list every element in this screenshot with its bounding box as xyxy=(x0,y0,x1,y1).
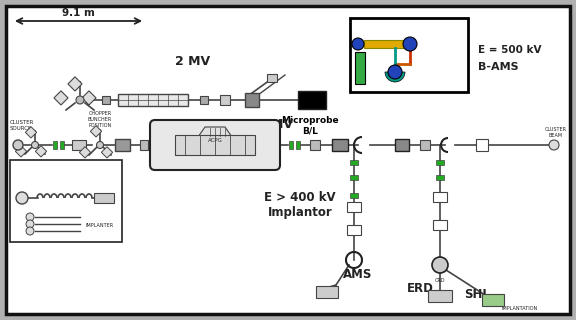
Bar xyxy=(16,146,26,157)
Circle shape xyxy=(432,257,448,273)
Bar xyxy=(101,147,113,158)
Bar xyxy=(54,91,68,105)
Bar xyxy=(10,160,122,242)
Bar xyxy=(102,96,110,104)
Text: AMS: AMS xyxy=(343,268,373,281)
Text: 2 MV: 2 MV xyxy=(175,55,210,68)
Bar xyxy=(310,140,320,150)
Bar xyxy=(245,93,259,107)
Bar xyxy=(436,175,444,180)
Circle shape xyxy=(549,140,559,150)
Bar xyxy=(79,147,90,158)
Text: E > 400 kV
Implantor: E > 400 kV Implantor xyxy=(264,191,336,219)
Text: ERD: ERD xyxy=(407,282,433,295)
Bar xyxy=(68,77,82,91)
Bar xyxy=(350,18,468,92)
Circle shape xyxy=(32,141,39,148)
Circle shape xyxy=(403,37,417,51)
Bar xyxy=(25,127,37,138)
Circle shape xyxy=(26,213,34,221)
Bar xyxy=(332,139,348,151)
Text: 9.1 m: 9.1 m xyxy=(62,8,95,18)
Bar xyxy=(220,95,230,105)
Bar xyxy=(436,160,444,165)
Bar xyxy=(482,294,504,306)
Bar xyxy=(140,140,148,150)
Bar xyxy=(395,139,409,151)
Bar xyxy=(350,175,358,180)
Bar xyxy=(82,91,96,105)
Bar xyxy=(428,290,452,302)
Bar xyxy=(175,135,255,155)
Bar xyxy=(267,74,277,82)
Bar xyxy=(289,141,293,149)
Bar xyxy=(433,192,447,202)
Text: SHI: SHI xyxy=(465,288,487,301)
Bar xyxy=(420,140,430,150)
Circle shape xyxy=(97,141,104,148)
Text: 6 MV: 6 MV xyxy=(258,118,293,131)
Bar xyxy=(72,140,86,150)
Bar xyxy=(90,126,101,137)
Text: CLUSTER
SOURCE: CLUSTER SOURCE xyxy=(10,120,35,131)
Circle shape xyxy=(26,220,34,228)
Text: E = 500 kV: E = 500 kV xyxy=(478,45,541,55)
Bar xyxy=(298,91,326,109)
Bar xyxy=(115,139,130,151)
Text: CRD: CRD xyxy=(435,278,445,283)
Bar xyxy=(355,52,365,84)
Bar xyxy=(53,141,57,149)
Circle shape xyxy=(76,96,84,104)
Circle shape xyxy=(388,65,402,79)
Circle shape xyxy=(352,38,364,50)
Circle shape xyxy=(26,227,34,235)
Bar xyxy=(476,139,488,151)
Bar xyxy=(296,141,300,149)
Text: IMPLANTER: IMPLANTER xyxy=(85,223,113,228)
Bar xyxy=(350,160,358,165)
Circle shape xyxy=(13,140,23,150)
Circle shape xyxy=(16,192,28,204)
Wedge shape xyxy=(385,72,405,82)
Bar xyxy=(350,193,358,198)
Bar xyxy=(433,220,447,230)
Bar xyxy=(347,225,361,235)
Text: Microprobe
B/L: Microprobe B/L xyxy=(281,116,339,135)
Text: ACPG: ACPG xyxy=(207,138,222,142)
Text: CHOPPER
BUNCHER
POSITION: CHOPPER BUNCHER POSITION xyxy=(88,111,112,128)
Bar xyxy=(94,193,114,203)
Bar xyxy=(316,286,338,298)
Text: IMPLANTATION: IMPLANTATION xyxy=(502,306,538,311)
FancyBboxPatch shape xyxy=(150,120,280,170)
Text: CLUSTER
BEAM: CLUSTER BEAM xyxy=(545,127,567,138)
Bar xyxy=(118,94,188,106)
Bar xyxy=(60,141,64,149)
Bar xyxy=(35,146,47,157)
Text: B-AMS: B-AMS xyxy=(478,62,518,72)
Bar xyxy=(347,202,361,212)
Bar xyxy=(364,40,404,48)
Polygon shape xyxy=(198,127,232,137)
Bar xyxy=(200,96,208,104)
